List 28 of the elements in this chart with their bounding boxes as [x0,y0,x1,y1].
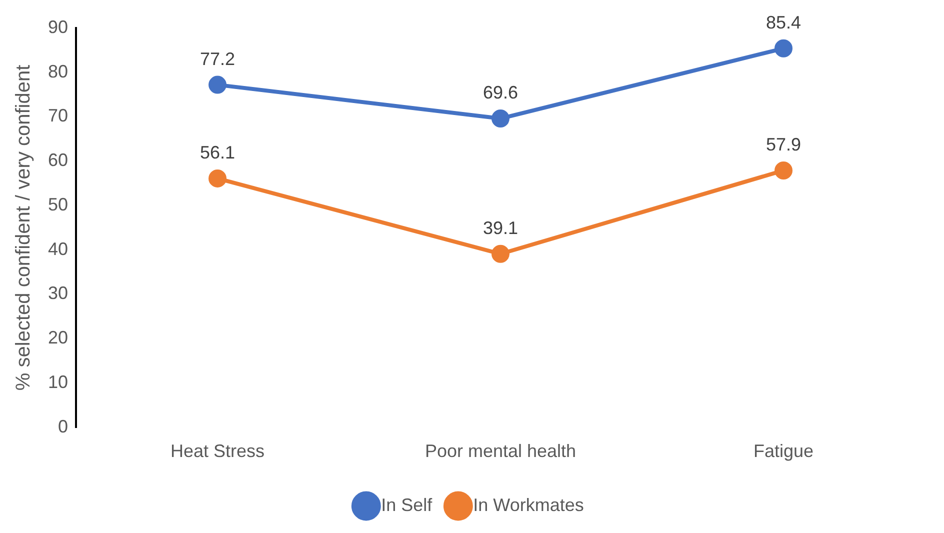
y-tick-label: 70 [48,106,68,126]
y-tick-label: 80 [48,61,68,82]
data-label: 57.9 [766,134,802,154]
point [208,76,227,94]
point [492,244,510,263]
y-tick-label: 40 [48,238,68,259]
data-label: 39.1 [482,218,518,238]
x-tick-label: Fatigue [753,441,814,462]
point [208,169,227,188]
legend-label: In Self [381,494,434,515]
x-tick-label: Heat Stress [170,441,265,462]
y-tick-label: 50 [48,194,68,214]
point [774,161,793,180]
data-label: 69.6 [482,82,518,102]
data-label: 77.2 [200,48,236,69]
data-label: 56.1 [200,142,236,162]
point [492,110,510,128]
y-tick-label: 10 [48,372,68,392]
y-tick-label: 0 [58,416,68,436]
point [774,39,793,58]
y-tick-label: 60 [48,150,68,170]
y-axis-title: % selected confident / very confident [12,64,35,391]
x-tick-label: Poor mental health [424,441,576,462]
legend-label: In Workmates [473,494,584,515]
data-label: 85.4 [766,12,802,32]
y-tick-label: 90 [48,16,68,37]
y-tick-label: 20 [48,328,68,348]
y-tick-label: 30 [48,283,68,304]
